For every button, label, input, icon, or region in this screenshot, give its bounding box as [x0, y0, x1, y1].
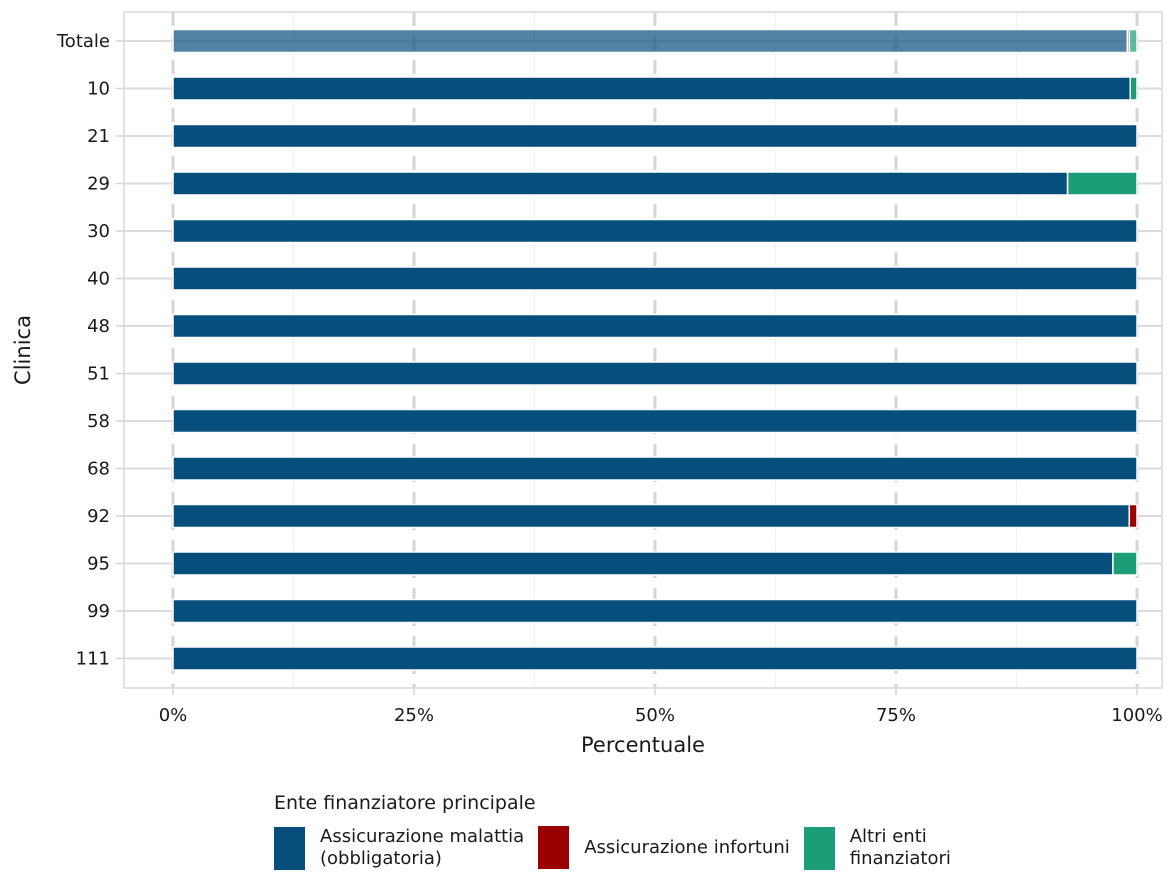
- x-tick-label: 0%: [159, 705, 188, 726]
- bar-segment: [172, 123, 1138, 149]
- legend-label-altri: Altri enti finanziatori: [849, 826, 951, 869]
- bar-segment: [1128, 503, 1138, 529]
- bar-segment: [172, 171, 1069, 196]
- y-tick-label: 58: [87, 411, 110, 432]
- y-tick-label: 48: [87, 316, 110, 337]
- y-tick-label: 21: [87, 126, 110, 147]
- bar-segment: [172, 456, 1138, 481]
- y-tick-label: 111: [76, 649, 110, 670]
- bar-segment: [172, 361, 1138, 386]
- bar-segment: [1129, 76, 1138, 101]
- bar-segment: [1066, 171, 1138, 196]
- bar-segment: [172, 598, 1138, 624]
- y-axis-title: Clinica: [11, 315, 35, 385]
- legend-label-malattia: Assicurazione malattia (obbligatoria): [320, 826, 525, 869]
- y-tick-label: 99: [87, 601, 110, 622]
- y-tick-label: Totale: [56, 31, 110, 52]
- y-axis-ticks: Totale 10 21 29 30 40 48 51 58 68 92 95 99 111: [56, 31, 124, 670]
- y-tick-label: 29: [87, 174, 110, 195]
- x-axis-title: Percentuale: [581, 733, 705, 757]
- major-gridlines: [124, 12, 1162, 688]
- chart-canvas: Totale 10 21 29 30 40 48 51 58 68 92 95 99 111 0% 25% 5…: [11, 11, 1163, 757]
- x-axis-ticks: 0% 25% 50% 75% 100%: [159, 688, 1163, 726]
- legend-swatch-malattia: [274, 826, 305, 870]
- legend: Ente finanziatore principale Assicurazio…: [274, 792, 1154, 870]
- legend-swatch-altri: [803, 826, 835, 870]
- bar-segment: [172, 551, 1114, 576]
- y-tick-label: 10: [87, 79, 110, 100]
- legend-item-infortuni: Assicurazione infortuni: [538, 826, 790, 869]
- y-tick-label: 30: [87, 221, 110, 242]
- bar-segment: [1128, 28, 1138, 54]
- y-tick-label: 51: [87, 364, 110, 385]
- legend-title: Ente finanziatore principale: [274, 792, 536, 814]
- x-tick-label: 50%: [635, 705, 675, 726]
- x-tick-label: 25%: [394, 705, 434, 726]
- bar-layer: [172, 28, 1138, 671]
- bar-segment: [172, 218, 1138, 244]
- x-tick-label: 100%: [1111, 705, 1162, 726]
- y-tick-label: 95: [87, 554, 110, 575]
- bar-segment: [172, 408, 1138, 434]
- legend-items: Assicurazione malattia (obbligatoria) As…: [274, 826, 1154, 870]
- bar-segment: [172, 266, 1138, 291]
- bar-segment: [172, 503, 1131, 529]
- legend-label-infortuni: Assicurazione infortuni: [584, 836, 790, 858]
- x-tick-label: 75%: [876, 705, 916, 726]
- y-tick-label: 92: [87, 506, 110, 527]
- legend-item-malattia: Assicurazione malattia (obbligatoria): [274, 826, 524, 870]
- plot-panel-border: [123, 11, 1163, 689]
- bar-segment: [172, 76, 1132, 101]
- bar-segment: [172, 646, 1138, 671]
- y-tick-label: 68: [87, 459, 110, 480]
- bar-segment: [172, 28, 1129, 54]
- legend-item-altri: Altri enti finanziatori: [803, 826, 951, 870]
- bar-segment: [172, 313, 1138, 339]
- y-tick-label: 40: [87, 269, 110, 290]
- bar-segment: [1112, 551, 1138, 576]
- legend-swatch-infortuni: [538, 826, 570, 869]
